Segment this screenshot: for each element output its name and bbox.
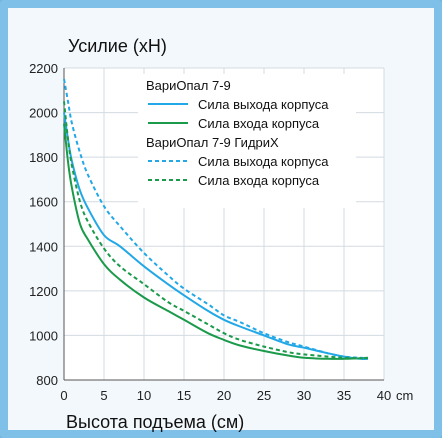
x-tick-label: 35 — [337, 388, 351, 403]
y-tick-label: 800 — [36, 373, 58, 388]
x-tick-label: 5 — [100, 388, 107, 403]
y-tick-label: 2000 — [29, 106, 58, 121]
x-tick-label: 0 — [60, 388, 67, 403]
y-tick-label: 1800 — [29, 150, 58, 165]
series-line-4 — [63, 101, 368, 360]
x-tick-label: 15 — [177, 388, 191, 403]
x-axis-unit: cm — [396, 388, 413, 403]
series-line-2 — [63, 123, 369, 360]
y-tick-label: 1200 — [29, 284, 58, 299]
y-axis-title: Усилие (хН) — [68, 36, 167, 56]
y-tick-label: 1000 — [29, 328, 58, 343]
x-axis-title: Высота подъема (см) — [66, 412, 244, 432]
legend-entry: Сила выхода корпуса — [198, 154, 329, 169]
legend-entry: Сила входа корпуса — [198, 173, 320, 188]
x-tick-label: 30 — [297, 388, 311, 403]
legend-group-title: ВариОпал 7-9 — [146, 78, 231, 93]
legend-entry: Сила входа корпуса — [198, 116, 320, 131]
x-tick-label: 25 — [257, 388, 271, 403]
legend-group-title: ВариОпал 7-9 ГидриХ — [146, 135, 279, 150]
legend-box — [138, 74, 356, 208]
x-tick-label: 20 — [217, 388, 231, 403]
series-line-3 — [63, 78, 369, 360]
y-tick-label: 1600 — [29, 195, 58, 210]
x-tick-label: 40 — [377, 388, 391, 403]
x-tick-label: 10 — [137, 388, 151, 403]
legend-entry: Сила выхода корпуса — [198, 97, 329, 112]
y-tick-label: 1400 — [29, 239, 58, 254]
y-tick-label: 2200 — [29, 61, 58, 76]
